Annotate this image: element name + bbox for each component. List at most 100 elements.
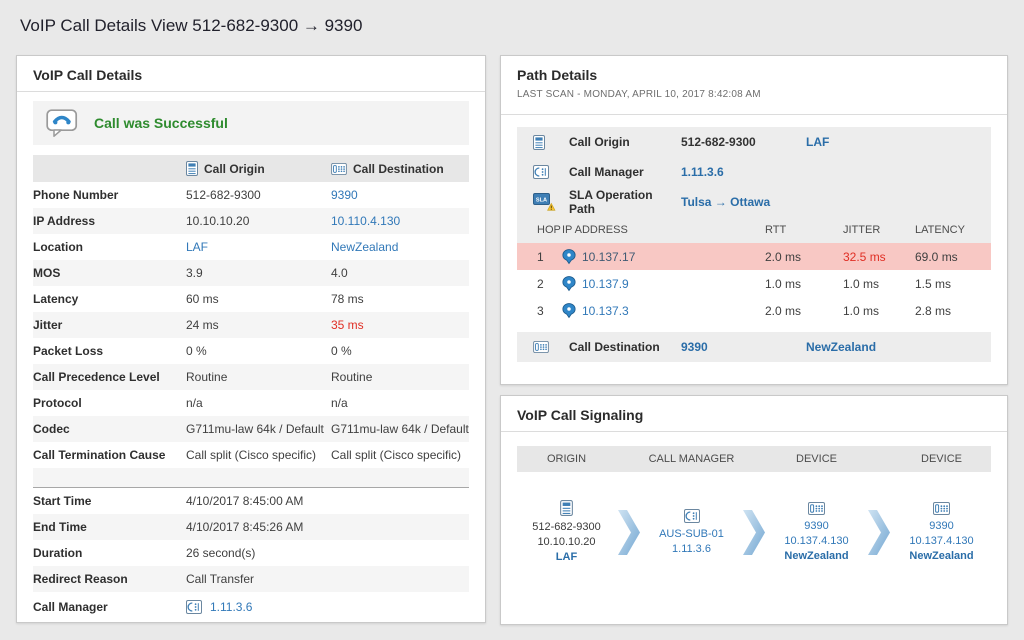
col-device: DEVICE (921, 453, 962, 465)
page-title: VoIP Call Details View 512-682-9300 → 93… (20, 16, 363, 35)
table-header-row: Call Origin Call Destination (33, 155, 469, 182)
hop-row: 3 10.137.3 2.0 ms 1.0 ms 2.8 ms (517, 297, 991, 324)
detail-label: Protocol (33, 396, 82, 410)
detail-label: Packet Loss (33, 344, 104, 358)
destination-location-link[interactable]: NewZealand (806, 340, 877, 354)
destination-value: n/a (331, 396, 348, 410)
call-destination-header-label: Call Destination (353, 161, 444, 176)
phone-keypad-icon (331, 162, 347, 175)
table-row: Redirect Reason Call Transfer (33, 566, 469, 592)
table-row: Duration 26 second(s) (33, 540, 469, 566)
table-row: Latency 60 ms 78 ms (33, 286, 469, 312)
hop-jitter-alert: 32.5 ms (843, 249, 886, 264)
call-destination-row: Call Destination 9390 NewZealand (517, 332, 991, 362)
node-ip: 10.10.10.20 (537, 536, 596, 548)
node-ip-link[interactable]: 10.137.4.130 (784, 534, 849, 547)
phone-lines-icon (533, 134, 569, 150)
table-row: Packet Loss 0 % 0 % (33, 338, 469, 364)
call-origin-header-label: Call Origin (204, 161, 265, 176)
call-status-banner: Call was Successful (33, 101, 469, 145)
destination-value: 78 ms (331, 292, 364, 306)
hop-latency: 69.0 ms (915, 249, 958, 264)
node-phone: 512-682-9300 (532, 521, 601, 533)
info-label: Call Manager (569, 165, 644, 179)
col-device: DEVICE (796, 453, 837, 465)
origin-value: G711mu-law 64k / Default (186, 422, 324, 436)
flow-arrow-icon (866, 509, 892, 555)
call-destination-header: Call Destination (331, 162, 469, 176)
origin-location-link[interactable]: LAF (806, 135, 830, 149)
detail-label: Redirect Reason (33, 572, 128, 586)
call-manager-link[interactable]: 1.11.3.6 (681, 165, 724, 179)
table-row: Start Time 4/10/2017 8:45:00 AM (33, 488, 469, 514)
call-manager-icon (533, 165, 569, 179)
detail-label: Duration (33, 546, 83, 560)
call-origin-header: Call Origin (186, 161, 331, 176)
node-name-link[interactable]: AUS-SUB-01 (659, 527, 724, 540)
origin-value: 24 ms (186, 318, 219, 332)
table-row: Phone Number 512-682-9300 9390 (33, 182, 469, 208)
map-pin-icon (562, 248, 582, 265)
table-row: Location LAF NewZealand (33, 234, 469, 260)
node-phone-link[interactable]: 9390 (929, 519, 954, 532)
detail-label: Call Manager (33, 600, 108, 614)
node-ip-link[interactable]: 1.11.3.6 (672, 542, 711, 555)
metric-rows: Phone Number 512-682-9300 9390 IP Addres… (33, 182, 469, 468)
node-location-link[interactable]: LAF (555, 551, 578, 563)
call-manager-icon (186, 600, 202, 614)
signaling-header-row: ORIGIN CALL MANAGER DEVICE DEVICE (517, 446, 991, 472)
col-call-manager: CALL MANAGER (648, 453, 735, 465)
origin-value: Call split (Cisco specific) (186, 448, 317, 462)
call-manager-node: AUS-SUB-01 1.11.3.6 (642, 508, 741, 556)
origin-location-link[interactable]: LAF (186, 240, 209, 254)
node-ip-link[interactable]: 10.137.4.130 (909, 534, 974, 547)
chat-bubble-phone-icon (46, 108, 78, 138)
node-phone-link[interactable]: 9390 (804, 519, 829, 532)
phone-keypad-icon (533, 341, 569, 353)
call-details-table: Call Origin Call Destination Phone Numbe… (33, 155, 469, 622)
hop-row-alert: 1 10.137.17 2.0 ms 32.5 ms 69.0 ms (517, 243, 991, 270)
call-status-text: Call was Successful (94, 115, 228, 131)
node-location-link[interactable]: NewZealand (909, 549, 974, 562)
node-location-link[interactable]: NewZealand (784, 549, 849, 562)
info-row: Call Manager 1.11.3.6 (517, 157, 991, 187)
info-row: SLA SLA Operation Path Tulsa → Ottawa (517, 187, 991, 217)
call-manager-link[interactable]: 1.11.3.6 (210, 600, 253, 614)
hop-number: 1 (537, 249, 544, 264)
rtt-col-header: RTT (765, 224, 787, 236)
flow-arrow-icon (616, 509, 642, 555)
hop-ip-link[interactable]: 10.137.9 (582, 276, 629, 291)
destination-value: Call split (Cisco specific) (331, 448, 462, 462)
flow-arrow-icon (741, 509, 767, 555)
origin-value: 512-682-9300 (186, 188, 261, 202)
hop-ip-link[interactable]: 10.137.17 (582, 249, 636, 264)
sla-warning-icon: SLA (533, 193, 569, 211)
col-origin: ORIGIN (546, 453, 587, 465)
last-scan-timestamp: LAST SCAN - MONDAY, APRIL 10, 2017 8:42:… (501, 87, 1007, 115)
jitter-col-header: JITTER (843, 224, 881, 236)
detail-label: Start Time (33, 494, 92, 508)
detail-label: Call Termination Cause (33, 448, 166, 462)
hop-latency: 1.5 ms (915, 276, 952, 291)
destination-ip-link[interactable]: 10.110.4.130 (331, 214, 401, 228)
destination-phone-link[interactable]: 9390 (681, 340, 708, 354)
detail-label: Latency (33, 292, 79, 306)
detail-label: MOS (33, 266, 61, 280)
detail-label: Jitter (33, 318, 63, 332)
latency-col-header: LATENCY (915, 224, 965, 236)
destination-phone-link[interactable]: 9390 (331, 188, 358, 202)
device-node: 9390 10.137.4.130 NewZealand (892, 501, 991, 563)
device-node: 9390 10.137.4.130 NewZealand (767, 501, 866, 563)
call-manager-icon (683, 508, 700, 523)
origin-value: 0 % (186, 344, 207, 358)
hop-number: 2 (537, 276, 544, 291)
path-summary-box: Call Origin 512-682-9300 LAF Call Manage… (517, 127, 991, 362)
hop-ip-link[interactable]: 10.137.3 (582, 303, 629, 318)
destination-jitter-alert: 35 ms (331, 318, 364, 332)
destination-location-link[interactable]: NewZealand (331, 240, 399, 254)
map-pin-icon (562, 302, 582, 319)
table-row: Protocol n/a n/a (33, 390, 469, 416)
hop-rtt: 2.0 ms (765, 249, 802, 264)
table-row: Call Termination Cause Call split (Cisco… (33, 442, 469, 468)
sla-path-link[interactable]: Tulsa → Ottawa (681, 195, 771, 209)
